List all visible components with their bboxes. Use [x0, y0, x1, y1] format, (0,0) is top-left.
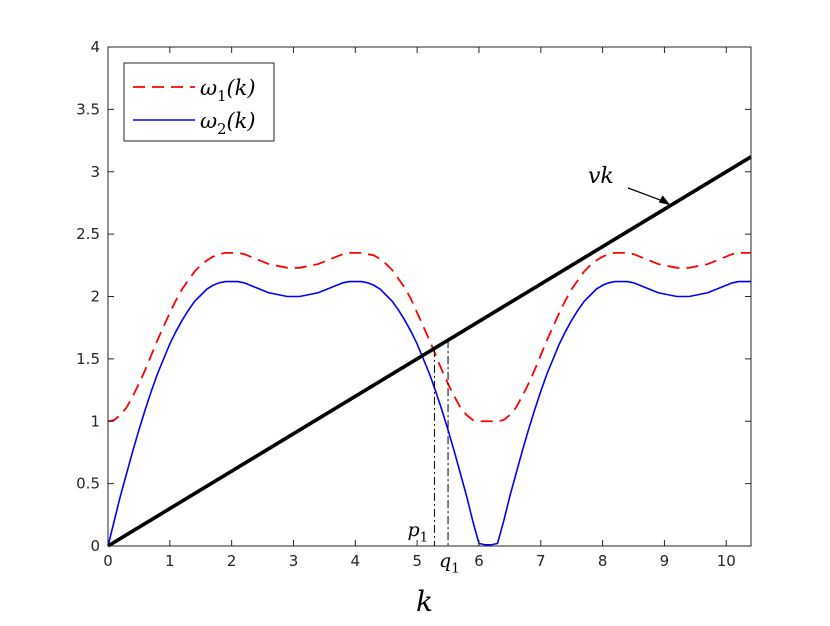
- y-tick-label: 3.5: [76, 100, 100, 118]
- legend-label-omega1: ω1(k): [200, 76, 256, 105]
- x-tick-label: 4: [351, 552, 361, 570]
- legend-box: [123, 62, 275, 142]
- vk-label: vk: [588, 164, 614, 189]
- y-tick-label: 2.5: [76, 225, 100, 243]
- vk-arrow-head: [658, 195, 671, 206]
- y-tick-label: 4: [90, 38, 100, 56]
- x-tick-label: 6: [474, 552, 484, 570]
- x-tick-label: 2: [227, 552, 237, 570]
- q1-label: q1: [439, 550, 460, 576]
- x-tick-label: 3: [289, 552, 299, 570]
- series-line-omega2: [107, 280, 751, 547]
- y-tick-label: 0.5: [76, 475, 100, 493]
- x-axis-label: k: [416, 585, 433, 618]
- y-tick-label: 2: [90, 288, 100, 306]
- y-tick-label: 3: [90, 163, 100, 181]
- x-tick-label: 9: [660, 552, 670, 570]
- x-tick-label: 0: [103, 552, 113, 570]
- x-tick-label: 1: [165, 552, 175, 570]
- x-tick-label: 8: [598, 552, 608, 570]
- x-tick-label: 7: [536, 552, 546, 570]
- y-tick-label: 1: [90, 412, 100, 430]
- series-line-vk: [107, 155, 752, 548]
- legend-label-omega2: ω2(k): [200, 109, 256, 138]
- y-tick-label: 0: [90, 537, 100, 555]
- x-tick-label: 10: [717, 552, 736, 570]
- y-tick-label: 1.5: [76, 350, 100, 368]
- p1-label: p1: [407, 519, 428, 545]
- x-tick-label: 5: [412, 552, 422, 570]
